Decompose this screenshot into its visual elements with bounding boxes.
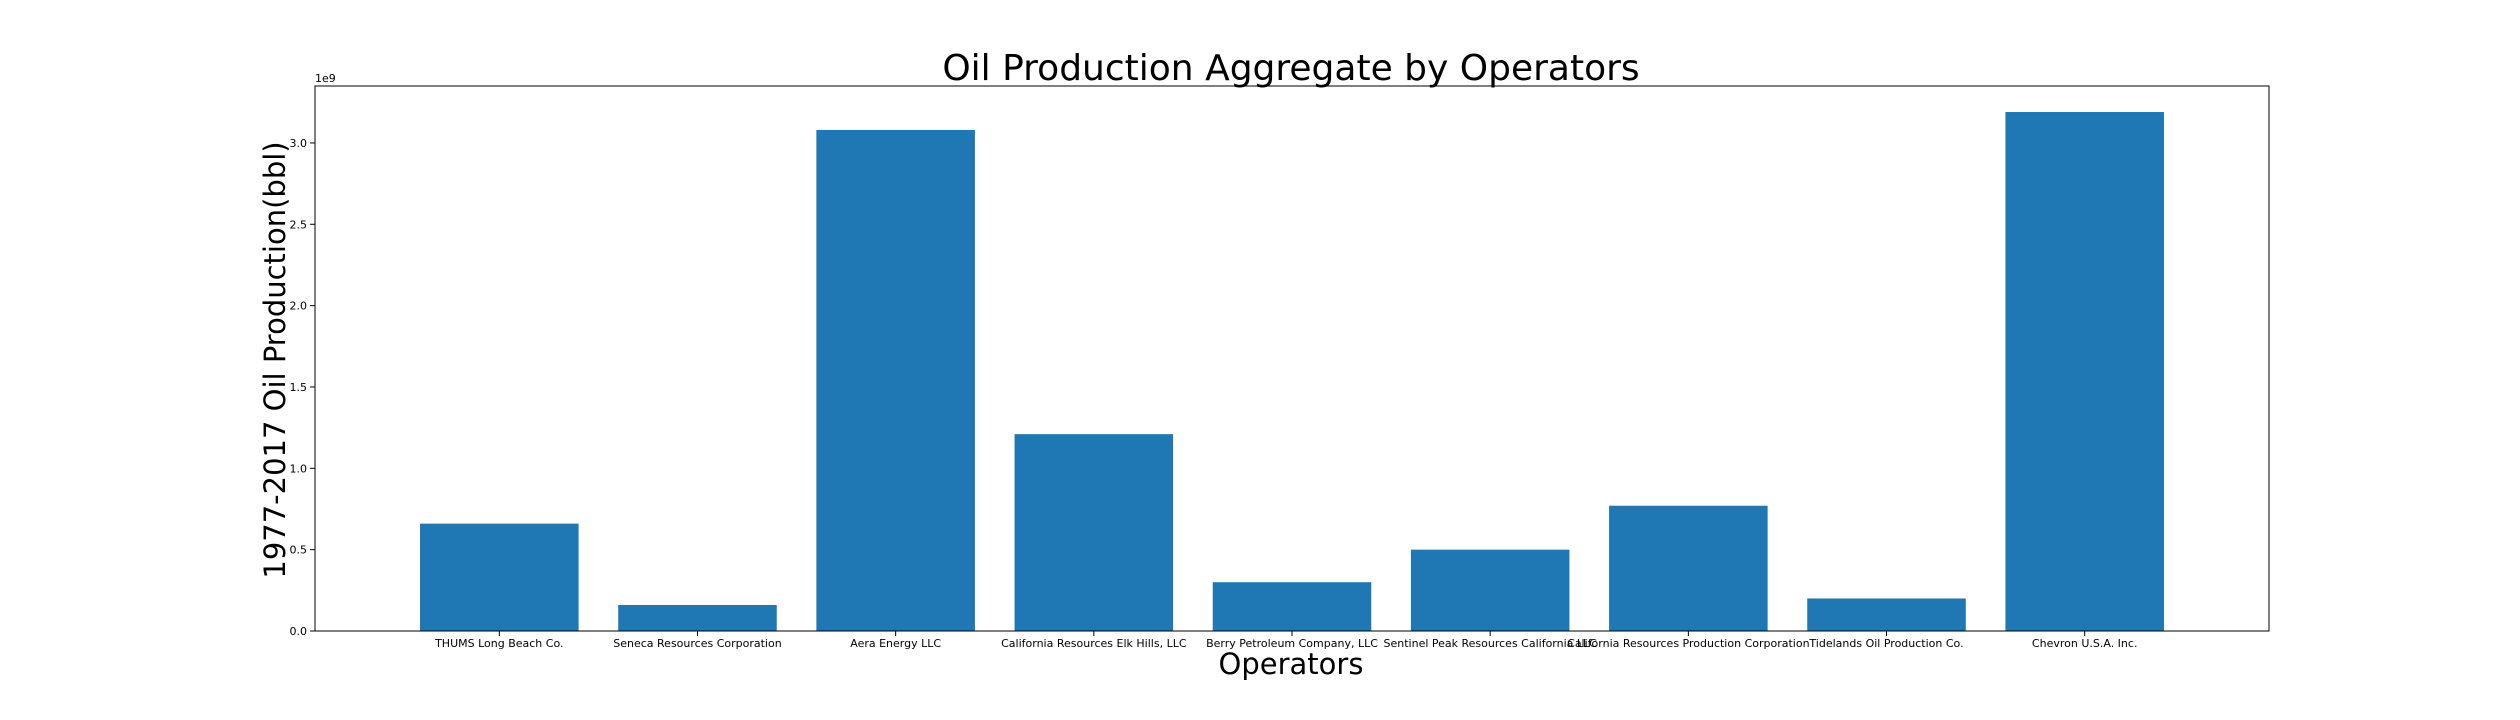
bar-2: [618, 604, 777, 631]
x-tick-label: Chevron U.S.A. Inc.: [2032, 637, 2138, 650]
y-axis-ticks: 0.0 0.5 1.0 1.5 2.0 2.5 3.0: [290, 137, 315, 638]
bar-9: [2005, 112, 2164, 632]
x-tick-label: California Resources Elk Hills, LLC: [1001, 637, 1187, 650]
x-tick-label: Sentinel Peak Resources California LLC: [1384, 637, 1598, 650]
x-axis-label: Operators: [1219, 647, 1364, 681]
chart-title: Oil Production Aggregate by Operators: [942, 48, 1639, 89]
x-tick-label: Aera Energy LLC: [850, 637, 941, 650]
x-tick-label: Berry Petroleum Company, LLC: [1206, 637, 1378, 650]
bar-3: [816, 129, 975, 632]
bar-6: [1410, 549, 1570, 631]
y-tick-label: 2.0: [290, 300, 308, 313]
x-tick-label: Seneca Resources Corporation: [613, 637, 781, 650]
x-tick-label: Tidelands Oil Production Co.: [1808, 637, 1963, 650]
y-tick-label: 2.5: [290, 218, 308, 231]
bar-1: [420, 523, 579, 631]
y-tick-label: 0.0: [290, 625, 308, 638]
x-axis-ticks: THUMS Long Beach Co. Seneca Resources Cor…: [434, 631, 2137, 650]
y-tick-label: 1.5: [290, 381, 308, 394]
bar-4: [1014, 434, 1174, 631]
y-tick-label: 0.5: [290, 544, 308, 557]
y-axis-scale-label: 1e9: [315, 72, 336, 85]
y-tick-label: 1.0: [290, 462, 308, 475]
y-axis-label: 1977-2017 Oil Production(bbl): [258, 141, 292, 578]
x-tick-label: California Resources Production Corporat…: [1567, 637, 1809, 650]
y-tick-label: 3.0: [290, 137, 308, 150]
bar-8: [1807, 598, 1966, 631]
bar-7: [1609, 505, 1768, 631]
plot-area-frame: [314, 85, 2270, 632]
bars-group: [420, 112, 2164, 632]
x-tick-label: THUMS Long Beach Co.: [434, 637, 563, 650]
bar-5: [1212, 582, 1372, 631]
